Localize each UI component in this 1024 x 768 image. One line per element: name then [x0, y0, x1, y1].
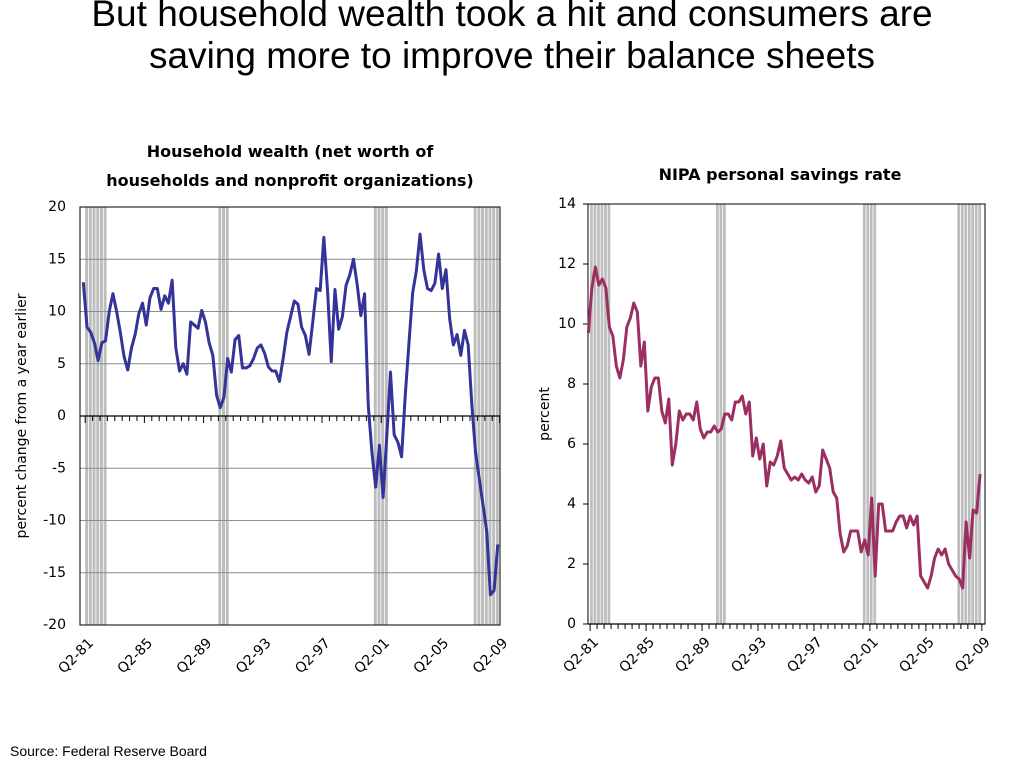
- shaded-period: [971, 204, 975, 624]
- y-tick-label: 4: [567, 496, 576, 512]
- x-tick-label: Q2-05: [896, 634, 938, 676]
- shaded-period: [597, 204, 600, 624]
- shaded-period: [873, 204, 877, 624]
- x-tick-label: Q2-85: [115, 635, 157, 677]
- x-tick-label: Q2-93: [233, 635, 275, 677]
- shaded-period: [964, 204, 968, 624]
- x-tick-label: Q2-81: [55, 635, 97, 677]
- y-tick-label: 12: [558, 256, 576, 272]
- plot-frame: [587, 203, 986, 625]
- y-tick-label: -10: [43, 513, 66, 529]
- x-tick-label: Q2-85: [616, 634, 658, 676]
- y-tick-label: 8: [567, 376, 576, 392]
- data-line: [81, 232, 500, 597]
- y-tick-label: 2: [567, 556, 576, 572]
- x-tick-label: Q2-81: [560, 634, 602, 676]
- y-tick-label: 0: [57, 408, 66, 424]
- shaded-period: [866, 204, 870, 624]
- x-tick-label: Q2-97: [292, 635, 334, 677]
- shaded-period: [593, 204, 597, 624]
- shaded-period: [960, 204, 964, 624]
- y-axis-label: percent: [537, 387, 553, 441]
- shaded-period: [604, 204, 607, 624]
- shaded-period: [967, 204, 971, 624]
- y-tick-label: 15: [48, 251, 66, 267]
- data-line: [586, 265, 982, 590]
- x-tick-label: Q2-89: [672, 634, 714, 676]
- shaded-period: [862, 204, 866, 624]
- x-tick-label: Q2-89: [174, 635, 216, 677]
- chart-title: Household wealth (net worth of household…: [106, 142, 474, 190]
- y-tick-label: 20: [48, 199, 66, 215]
- shaded-period: [974, 204, 978, 624]
- source-note: Source: Federal Reserve Board: [10, 743, 207, 759]
- x-tick-label: Q2-93: [728, 634, 770, 676]
- y-tick-label: 5: [57, 356, 66, 372]
- x-tick-label: Q2-01: [351, 635, 393, 677]
- y-tick-label: 6: [567, 436, 576, 452]
- y-tick-label: -5: [52, 460, 66, 476]
- chart-title: NIPA personal savings rate: [658, 165, 902, 184]
- y-tick-label: -20: [43, 617, 66, 633]
- y-tick-label: 0: [567, 616, 576, 632]
- shaded-period: [719, 204, 723, 624]
- shaded-period: [607, 204, 611, 624]
- y-axis-label: percent change from a year earlier: [14, 293, 30, 538]
- x-tick-label: Q2-09: [470, 635, 512, 677]
- shaded-period: [716, 204, 719, 624]
- shaded-period: [978, 204, 982, 624]
- shaded-period: [600, 204, 604, 624]
- x-tick-label: Q2-01: [840, 634, 882, 676]
- y-tick-label: 10: [558, 316, 576, 332]
- y-tick-label: -15: [43, 565, 66, 581]
- y-tick-label: 10: [48, 304, 66, 320]
- y-tick-label: 14: [558, 196, 576, 212]
- x-tick-label: Q2-09: [952, 634, 994, 676]
- shaded-period: [957, 204, 961, 624]
- x-tick-label: Q2-97: [784, 634, 826, 676]
- x-tick-label: Q2-05: [411, 635, 453, 677]
- shaded-period: [590, 204, 593, 624]
- slide-title: But household wealth took a hit and cons…: [91, 0, 933, 76]
- shaded-period: [869, 204, 873, 624]
